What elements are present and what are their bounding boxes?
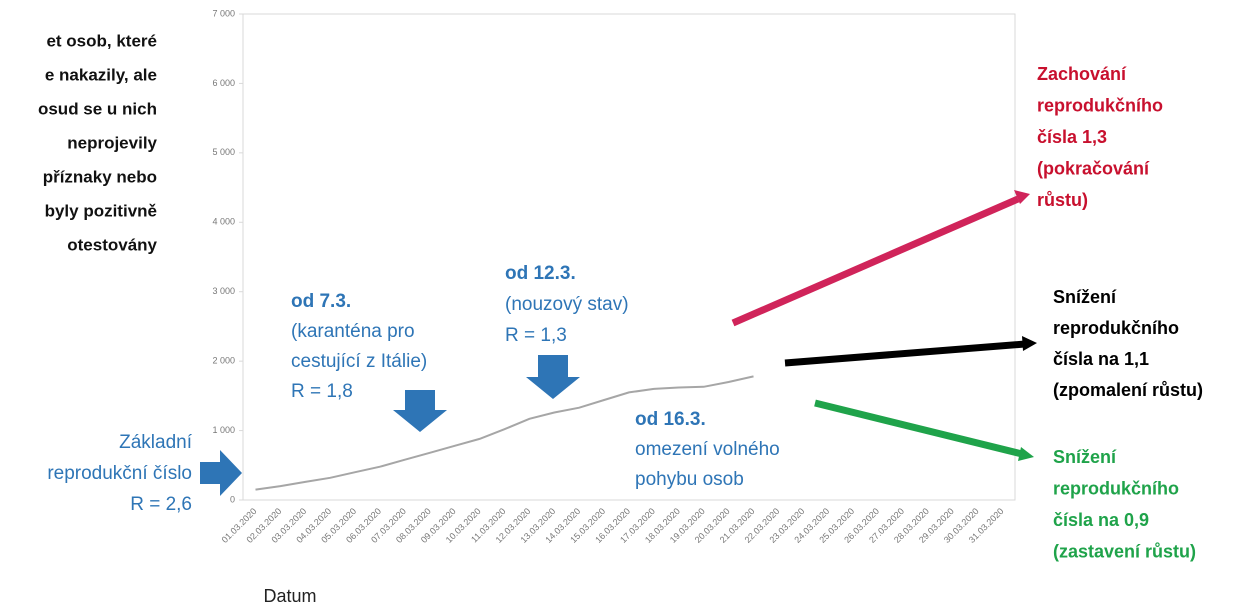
arrow bbox=[200, 450, 242, 496]
annotation: R = 2,6 bbox=[130, 494, 192, 515]
annotation: od 7.3. bbox=[291, 291, 351, 312]
annotation: čísla 1,3 bbox=[1037, 127, 1107, 147]
annotation: příznaky nebo bbox=[43, 167, 157, 186]
arrow bbox=[731, 195, 1020, 327]
arrow-head bbox=[1014, 190, 1030, 204]
arrow bbox=[814, 399, 1023, 458]
annotation: čísla na 1,1 bbox=[1053, 349, 1149, 369]
line bbox=[255, 375, 754, 491]
annotation: byly pozitivně bbox=[45, 201, 157, 220]
y-tick-label: 1 000 bbox=[212, 425, 235, 435]
annotation: Základní bbox=[119, 432, 193, 453]
annotation: reprodukčního bbox=[1037, 95, 1163, 115]
annotation: Zachování bbox=[1037, 64, 1127, 84]
annotation: od 16.3. bbox=[635, 409, 706, 430]
annotation: R = 1,8 bbox=[291, 381, 353, 402]
y-tick-label: 2 000 bbox=[212, 356, 235, 366]
annotation: Snížení bbox=[1053, 447, 1117, 467]
arrow-head bbox=[1022, 336, 1037, 351]
annotation: e nakazily, ale bbox=[45, 65, 157, 84]
y-tick-label: 0 bbox=[230, 494, 235, 504]
annotation: cestující z Itálie) bbox=[291, 351, 427, 372]
arrow bbox=[526, 355, 580, 399]
y-tick-label: 7 000 bbox=[212, 8, 235, 18]
y-tick-label: 6 000 bbox=[212, 78, 235, 88]
annotation: R = 1,3 bbox=[505, 325, 567, 346]
annotation: reprodukčního bbox=[1053, 478, 1179, 498]
annotation: (zastavení růstu) bbox=[1053, 541, 1196, 561]
annotation: od 12.3. bbox=[505, 263, 576, 284]
y-tick-label: 5 000 bbox=[212, 147, 235, 157]
x-axis-label: Datum bbox=[263, 586, 316, 606]
arrow-head bbox=[1018, 447, 1034, 461]
annotation: pohybu osob bbox=[635, 469, 744, 490]
y-tick-label: 3 000 bbox=[212, 286, 235, 296]
annotation: čísla na 0,9 bbox=[1053, 510, 1149, 530]
annotation: Snížení bbox=[1053, 287, 1117, 307]
annotation: (zpomalení růstu) bbox=[1053, 380, 1203, 400]
arrow bbox=[393, 390, 447, 432]
annotation: otestovány bbox=[67, 235, 157, 254]
annotation: reprodukčního bbox=[1053, 318, 1179, 338]
annotation: et osob, které bbox=[46, 31, 157, 50]
plot-frame bbox=[242, 13, 1016, 501]
annotation: omezení volného bbox=[635, 439, 780, 460]
annotation: (pokračování bbox=[1037, 158, 1150, 178]
annotation: osud se u nich bbox=[38, 99, 157, 118]
annotation: růstu) bbox=[1037, 190, 1088, 210]
y-tick-label: 4 000 bbox=[212, 217, 235, 227]
annotation: (nouzový stav) bbox=[505, 294, 629, 315]
annotation: reprodukční číslo bbox=[47, 463, 192, 484]
annotation: neprojevily bbox=[67, 133, 157, 152]
annotation: (karanténa pro bbox=[291, 321, 415, 342]
arrow bbox=[784, 340, 1026, 367]
